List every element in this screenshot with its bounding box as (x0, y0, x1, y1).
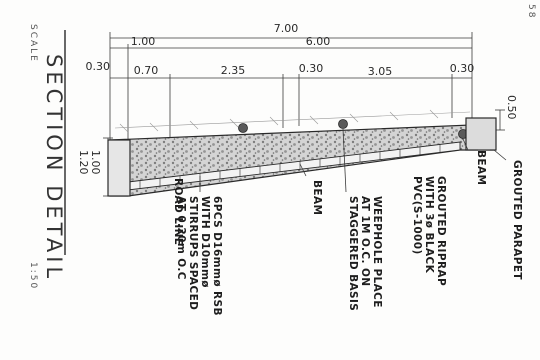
dimension-lines (103, 32, 505, 197)
weephole (338, 119, 348, 129)
riprap-note-line: PVC(S-1000) (411, 176, 423, 255)
right-height-dim: 0.50 (505, 95, 518, 120)
weephole-note-line: AT 1M O.C. ON (359, 196, 371, 287)
ground-hatch (114, 109, 471, 133)
segment-dim: 2.35 (221, 64, 246, 77)
annotations: ROAD LINE 6PCS D16mmø RSB WITH D10mmø ST… (172, 150, 523, 316)
corner-mark: 58 (526, 4, 536, 19)
overall-dim: 7.00 (274, 22, 299, 35)
segment-dim: 0.30 (299, 62, 324, 75)
riprap-note-line: WITH 3ø BLACK (423, 176, 435, 274)
segment-dim: 0.70 (134, 64, 159, 77)
riprap-note-line: GROUTED RIPRAP (435, 176, 447, 286)
top-dim: 1.00 (131, 35, 156, 48)
scale-label: SCALE (28, 24, 38, 63)
rebar-note-line: AT 0.20m O.C (175, 196, 187, 280)
segment-dim: 3.05 (368, 65, 393, 78)
left-height-dim: 1.20 (77, 150, 90, 175)
title-block: SCALE SECTION DETAIL 1:50 58 (28, 4, 536, 290)
drawing-title: SECTION DETAIL (42, 54, 66, 282)
grouted-parapet (465, 117, 497, 151)
weepholes (238, 119, 468, 139)
left-footing (107, 139, 131, 197)
top-dim: 6.00 (306, 35, 331, 48)
beam-label: BEAM (475, 150, 487, 185)
parapet-label: GROUTED PARAPET (511, 160, 523, 280)
left-height-dim: 1.00 (89, 150, 102, 175)
scale-value: 1:50 (28, 262, 38, 290)
weephole-note-line: WEEPHOLE PLACE (371, 196, 383, 308)
dimension-values: 7.00 1.00 6.00 0.30 0.70 2.35 0.30 3.05 … (77, 22, 518, 175)
rebar-note-line: STIRRUPS SPACED (187, 196, 199, 310)
rebar-note-line: 6PCS D16mmø RSB (211, 196, 223, 316)
segment-dim: 0.30 (86, 60, 111, 73)
weephole (238, 123, 248, 133)
beam-label: BEAM (311, 180, 323, 215)
leader-lines (199, 128, 507, 193)
rebar-note-line: WITH D10mmø (199, 196, 211, 288)
segment-dim: 0.30 (450, 62, 475, 75)
road-line-label: ROAD LINE (172, 178, 184, 245)
weephole-note-line: STAGGERED BASIS (347, 196, 359, 311)
